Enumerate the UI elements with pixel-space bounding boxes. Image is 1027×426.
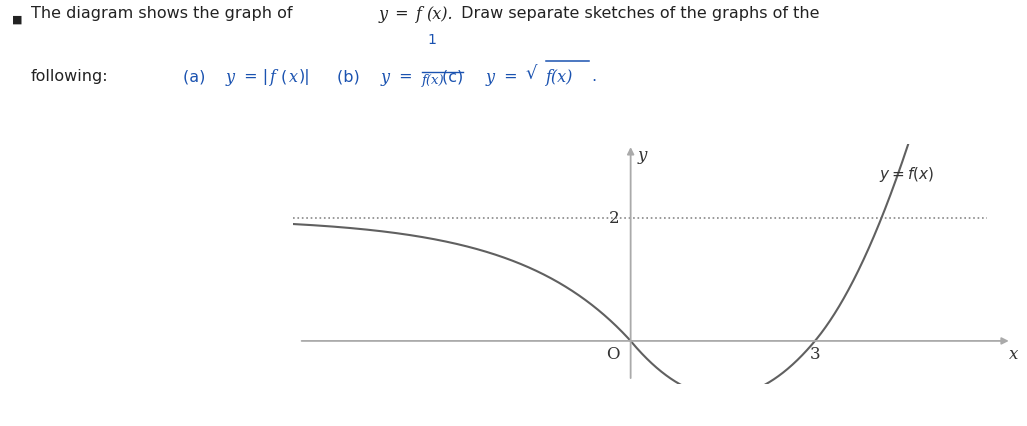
Text: 1: 1	[427, 33, 436, 47]
Text: =: =	[394, 69, 413, 84]
Text: (b): (b)	[337, 69, 363, 84]
Text: =: =	[390, 6, 414, 21]
Text: Draw separate sketches of the graphs of the: Draw separate sketches of the graphs of …	[456, 6, 820, 21]
Text: (a): (a)	[183, 69, 208, 84]
Text: √: √	[526, 64, 537, 82]
Text: x: x	[1009, 346, 1018, 363]
Text: O: O	[606, 346, 619, 363]
Text: f: f	[270, 69, 276, 86]
Text: .: .	[592, 69, 597, 84]
Text: (x).: (x).	[426, 6, 453, 23]
Text: f(x): f(x)	[422, 74, 445, 87]
Text: ■: ■	[12, 14, 23, 24]
Text: x: x	[289, 69, 298, 86]
Text: )|: )|	[299, 69, 310, 85]
Text: y: y	[379, 6, 388, 23]
Text: f: f	[416, 6, 422, 23]
Text: (c): (c)	[442, 69, 466, 84]
Text: y: y	[486, 69, 495, 86]
Text: The diagram shows the graph of: The diagram shows the graph of	[31, 6, 304, 21]
Text: =: =	[499, 69, 518, 84]
Text: y: y	[638, 147, 647, 164]
Text: f(x): f(x)	[546, 69, 574, 86]
Text: $y = f(x)$: $y = f(x)$	[879, 165, 935, 184]
Text: 2: 2	[609, 210, 619, 227]
Text: y: y	[381, 69, 390, 86]
Text: y: y	[226, 69, 235, 86]
Text: (: (	[280, 69, 287, 84]
Text: following:: following:	[31, 69, 109, 84]
Text: = |: = |	[239, 69, 268, 85]
Text: 3: 3	[809, 346, 821, 363]
